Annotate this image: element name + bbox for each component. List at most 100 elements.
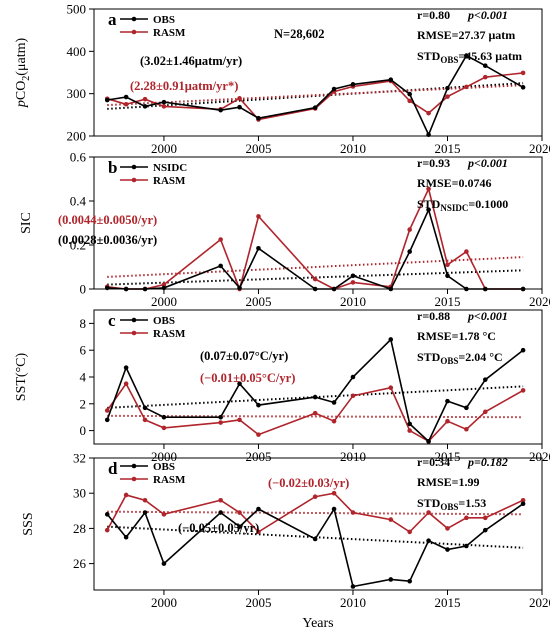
data-point — [218, 263, 223, 269]
y-tick-label: 4 — [80, 370, 87, 385]
data-point — [445, 547, 450, 552]
stat-std-subscript: NSIDC — [440, 203, 468, 213]
legend-marker — [131, 16, 137, 22]
stat-std-subscript: OBS — [440, 502, 458, 512]
data-point — [237, 510, 242, 515]
legend-marker — [131, 476, 137, 482]
data-point — [161, 425, 167, 431]
y-tick-label: 300 — [67, 86, 87, 101]
trend-line-rasm — [107, 510, 524, 516]
stat-std-value: =0.1000 — [468, 197, 508, 211]
data-point — [445, 526, 450, 531]
panel-label: c — [108, 311, 116, 330]
y-tick-label: 0.6 — [70, 150, 87, 165]
stat-p: p<0.001 — [467, 8, 508, 22]
trend-line-rasm — [107, 256, 524, 278]
data-point — [161, 512, 167, 517]
data-point — [142, 497, 148, 503]
trend-label: (3.02±1.46μatm/yr) — [140, 54, 242, 68]
data-point — [123, 534, 129, 540]
panel-b: 00.20.40.620002005201020152020bSICNSIDCR… — [19, 150, 550, 310]
data-point — [331, 506, 337, 512]
data-point — [350, 82, 356, 87]
data-point — [331, 490, 337, 496]
data-point — [407, 227, 412, 232]
y-axis-label: SST(°C) — [14, 352, 29, 401]
x-tick-label: 2005 — [245, 141, 271, 156]
stat-rmse: RMSE=0.0746 — [417, 176, 492, 190]
x-tick-label: 2020 — [529, 294, 550, 309]
data-point — [407, 98, 412, 104]
data-point — [104, 97, 110, 103]
y-tick-label: 500 — [67, 2, 87, 17]
legend-label: RASM — [153, 175, 186, 187]
y-axis-label: pCO2(μatm) — [14, 38, 32, 109]
x-tick-label: 2015 — [434, 294, 460, 309]
data-point — [482, 515, 488, 521]
data-point — [256, 506, 261, 512]
data-point — [331, 86, 337, 92]
x-tick-label: 2010 — [340, 141, 366, 156]
data-point — [123, 286, 129, 292]
x-tick-label: 2020 — [529, 141, 550, 156]
trend-line-rasm — [107, 84, 524, 107]
data-point — [161, 561, 167, 566]
stat-r: r=0.80 — [417, 8, 450, 22]
trend-label: (−0.01±0.05°C/yr) — [200, 371, 295, 385]
legend-marker — [131, 177, 137, 183]
data-point — [142, 510, 148, 515]
data-point — [388, 286, 394, 292]
data-point — [464, 84, 469, 90]
data-point — [350, 374, 356, 380]
data-point — [123, 492, 129, 498]
data-point — [237, 381, 242, 387]
x-tick-label: 2000 — [151, 294, 177, 309]
data-point — [482, 377, 488, 382]
y-label-rest: CO — [14, 81, 29, 100]
panel-label: b — [108, 158, 117, 177]
y-tick-label: 200 — [67, 129, 87, 144]
y-label-italic: p — [14, 100, 29, 108]
data-point — [482, 74, 488, 80]
data-point — [388, 517, 394, 522]
data-point — [464, 426, 469, 432]
legend-marker — [131, 164, 137, 170]
data-point — [237, 285, 242, 291]
legend-marker — [131, 463, 137, 469]
x-tick-label: 2000 — [151, 449, 177, 464]
stat-std-value: =2.04 °C — [458, 350, 502, 364]
data-point — [350, 584, 356, 589]
data-point — [331, 400, 337, 405]
data-point — [520, 70, 526, 76]
data-point — [312, 410, 318, 416]
data-point — [104, 527, 110, 533]
stat-r: r=0.93 — [417, 156, 450, 170]
stat-std-main: STD — [417, 350, 441, 364]
data-point — [520, 497, 526, 503]
data-point — [445, 85, 450, 91]
stat-r: r=0.34 — [417, 455, 450, 469]
x-axis-label: Years — [302, 616, 333, 631]
stat-rmse: RMSE=27.37 μatm — [417, 28, 515, 42]
data-point — [407, 91, 412, 97]
data-point — [407, 249, 412, 254]
data-point — [256, 214, 261, 219]
sample-size-label: N=28,602 — [274, 27, 325, 41]
data-point — [104, 512, 110, 517]
data-point — [142, 417, 148, 423]
data-point — [256, 246, 261, 251]
data-point — [426, 439, 431, 444]
x-tick-label: 2015 — [434, 595, 460, 610]
legend-label: OBS — [153, 315, 175, 327]
x-tick-label: 2000 — [151, 141, 177, 156]
data-point — [218, 510, 223, 515]
trend-label: (0.0044±0.0050/yr) — [58, 213, 157, 227]
data-point — [426, 207, 431, 213]
data-point — [482, 286, 488, 292]
data-point — [407, 578, 412, 584]
x-tick-label: 2010 — [340, 449, 366, 464]
data-point — [350, 273, 356, 279]
data-point — [520, 85, 526, 90]
x-tick-label: 2015 — [434, 449, 460, 464]
data-point — [445, 262, 450, 268]
